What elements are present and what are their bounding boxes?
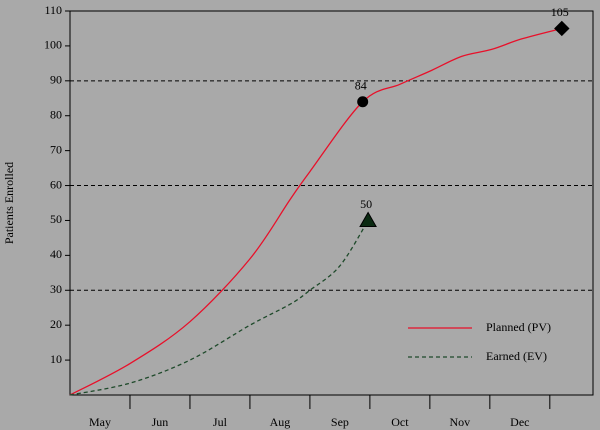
y-tick-label: 110 [44, 3, 62, 17]
series-line [69, 220, 369, 396]
data-label: 50 [360, 197, 372, 211]
y-tick-label: 40 [50, 247, 62, 261]
marker [554, 20, 570, 37]
y-tick-label: 50 [50, 212, 62, 226]
y-tick-label: 60 [50, 177, 62, 191]
y-tick-label: 80 [50, 107, 62, 121]
legend-label: Earned (EV) [486, 349, 547, 363]
x-tick-label: May [89, 415, 111, 429]
x-tick-label: Jun [152, 415, 169, 429]
data-label: 84 [355, 79, 367, 93]
y-tick-label: 10 [50, 352, 62, 366]
data-label: 105 [551, 5, 569, 19]
x-tick-label: Nov [450, 415, 471, 429]
series-line [69, 27, 562, 396]
y-axis-title: Patients Enrolled [2, 162, 16, 244]
marker [359, 211, 377, 227]
marker [357, 96, 369, 108]
y-tick-label: 70 [50, 142, 62, 156]
legend-label: Planned (PV) [486, 320, 551, 334]
x-tick-label: Oct [391, 415, 409, 429]
plot-frame [69, 10, 594, 396]
x-tick-label: Jul [213, 415, 228, 429]
x-tick-label: Aug [270, 415, 291, 429]
y-tick-label: 90 [50, 73, 62, 87]
x-tick-label: Sep [331, 415, 349, 429]
y-tick-label: 100 [44, 38, 62, 52]
x-tick-label: Dec [510, 415, 529, 429]
y-tick-label: 20 [50, 317, 62, 331]
y-tick-label: 30 [50, 282, 62, 296]
